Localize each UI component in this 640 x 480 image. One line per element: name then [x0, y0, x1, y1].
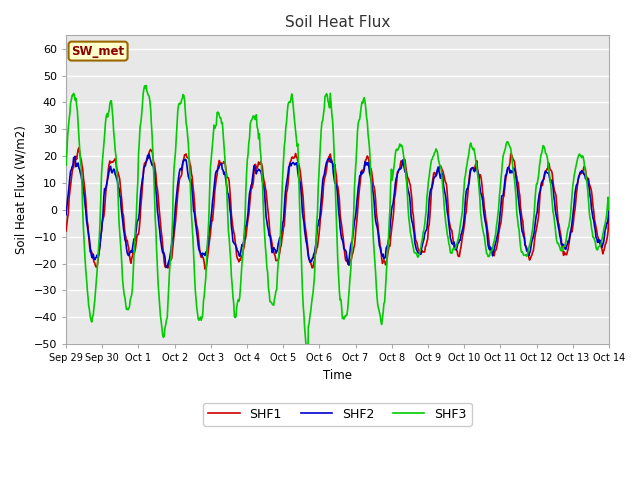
- SHF2: [184, 174, 192, 180]
- SHF3: [304, 359, 312, 364]
- SHF2: [72, 164, 80, 169]
- Y-axis label: Soil Heat Flux (W/m2): Soil Heat Flux (W/m2): [15, 125, 28, 254]
- SHF1: [201, 266, 209, 272]
- Line: SHF3: SHF3: [66, 85, 609, 361]
- SHF3: [421, 222, 429, 228]
- SHF3: [62, 162, 70, 168]
- SHF1: [421, 249, 429, 255]
- SHF3: [142, 83, 150, 88]
- Line: SHF1: SHF1: [66, 148, 609, 269]
- SHF2: [128, 250, 136, 255]
- Line: SHF2: SHF2: [66, 154, 609, 267]
- SHF1: [72, 154, 80, 160]
- SHF1: [213, 172, 221, 178]
- SHF3: [405, 216, 413, 221]
- SHF2: [163, 264, 171, 270]
- SHF3: [72, 96, 80, 101]
- SHF3: [128, 292, 136, 298]
- X-axis label: Time: Time: [323, 369, 352, 382]
- SHF2: [421, 231, 429, 237]
- SHF1: [75, 145, 83, 151]
- SHF1: [605, 206, 612, 212]
- SHF2: [213, 168, 221, 174]
- SHF2: [145, 151, 153, 157]
- SHF1: [184, 155, 191, 161]
- SHF3: [605, 207, 612, 213]
- SHF1: [129, 253, 136, 259]
- Title: Soil Heat Flux: Soil Heat Flux: [285, 15, 390, 30]
- SHF1: [405, 177, 413, 182]
- SHF2: [405, 190, 413, 195]
- Text: SW_met: SW_met: [72, 45, 125, 58]
- SHF1: [62, 228, 70, 234]
- Legend: SHF1, SHF2, SHF3: SHF1, SHF2, SHF3: [204, 403, 472, 426]
- SHF3: [212, 122, 220, 128]
- SHF3: [184, 132, 191, 138]
- SHF2: [605, 209, 612, 215]
- SHF2: [62, 212, 70, 217]
